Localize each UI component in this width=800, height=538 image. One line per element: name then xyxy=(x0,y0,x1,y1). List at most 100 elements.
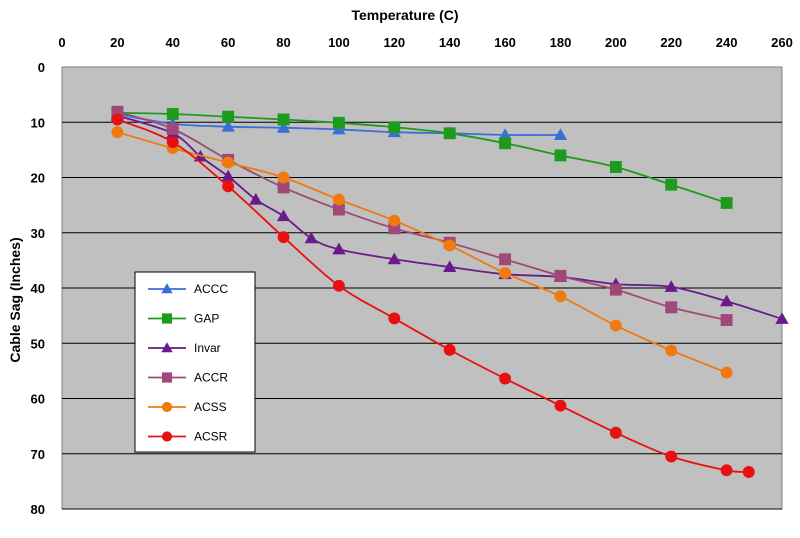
data-point-acsr xyxy=(166,136,179,149)
x-tick-label: 100 xyxy=(328,35,350,50)
data-point-accr xyxy=(609,283,622,296)
y-tick-label: 0 xyxy=(38,60,45,75)
x-tick-label: 0 xyxy=(58,35,65,50)
data-point-acss xyxy=(554,290,567,303)
data-point-acsr xyxy=(665,450,678,463)
x-tick-label: 40 xyxy=(166,35,180,50)
data-point-acss xyxy=(388,214,401,227)
legend-marker-accc xyxy=(161,283,173,294)
y-axis-title: Cable Sag (Inches) xyxy=(7,237,23,362)
data-point-gap xyxy=(443,127,456,140)
data-point-gap xyxy=(332,116,345,129)
data-point-acss xyxy=(222,156,235,169)
x-tick-label: 60 xyxy=(221,35,235,50)
data-point-acsr xyxy=(443,343,456,356)
data-point-acss xyxy=(111,126,124,139)
y-tick-label: 70 xyxy=(31,447,45,462)
data-point-invar xyxy=(276,209,291,222)
x-tick-label: 200 xyxy=(605,35,627,50)
data-point-gap xyxy=(720,196,733,209)
legend-item-accc: ACCC xyxy=(148,282,228,296)
series-group xyxy=(110,105,789,478)
y-tick-label: 20 xyxy=(31,171,45,186)
y-tick-label: 30 xyxy=(31,226,45,241)
data-point-accr xyxy=(388,222,401,235)
x-tick-label: 120 xyxy=(383,35,405,50)
data-point-accr xyxy=(166,122,179,135)
data-point-gap xyxy=(388,121,401,134)
legend-item-acss: ACSS xyxy=(148,400,227,414)
data-point-acsr xyxy=(388,312,401,325)
legend-marker-gap xyxy=(161,313,173,324)
legend-item-acsr: ACSR xyxy=(148,430,228,444)
data-point-acsr xyxy=(742,466,755,478)
data-point-acsr xyxy=(111,113,124,126)
series-gap xyxy=(111,106,733,209)
data-point-invar xyxy=(719,294,734,307)
data-point-acsr xyxy=(720,464,733,477)
x-tick-label: 180 xyxy=(550,35,572,50)
data-point-acss xyxy=(499,267,512,280)
data-point-invar xyxy=(249,192,263,205)
y-axis-ticks: 0 10 20 30 40 50 60 70 80 xyxy=(31,60,45,517)
data-point-acsr xyxy=(554,399,567,412)
data-point-acsr xyxy=(277,231,290,244)
y-tick-label: 50 xyxy=(31,336,45,351)
legend-box xyxy=(134,271,256,453)
data-point-gap xyxy=(665,178,678,191)
x-tick-label: 220 xyxy=(660,35,682,50)
legend-item-gap: GAP xyxy=(148,312,219,326)
x-tick-label: 80 xyxy=(276,35,290,50)
data-point-invar xyxy=(664,280,678,292)
legend-item-invar: Invar xyxy=(148,341,221,355)
y-tick-label: 10 xyxy=(31,115,45,130)
data-point-acss xyxy=(443,239,456,252)
data-point-gap xyxy=(277,113,290,126)
data-point-invar xyxy=(332,242,346,255)
legend-label-accc: ACCC xyxy=(194,282,228,296)
data-point-acss xyxy=(332,193,345,206)
data-point-acsr xyxy=(609,426,622,439)
series-line-invar xyxy=(117,114,783,320)
data-point-invar xyxy=(221,169,235,182)
data-point-accc xyxy=(498,128,512,140)
data-point-gap xyxy=(166,108,179,120)
data-point-accr xyxy=(720,314,733,326)
x-tick-label: 20 xyxy=(110,35,124,50)
data-point-gap xyxy=(554,149,567,162)
data-point-accr xyxy=(277,181,290,194)
y-tick-label: 80 xyxy=(31,502,45,517)
x-tick-label: 260 xyxy=(771,35,793,50)
data-point-accr xyxy=(499,253,512,266)
data-point-accr xyxy=(111,105,124,118)
x-tick-label: 240 xyxy=(716,35,738,50)
x-tick-label: 160 xyxy=(494,35,516,50)
data-point-accr xyxy=(332,203,345,216)
data-point-acsr xyxy=(499,372,512,385)
legend-label-acsr: ACSR xyxy=(194,430,228,444)
legend-label-accr: ACCR xyxy=(194,371,228,385)
x-axis-title: Temperature (C) xyxy=(351,7,458,23)
data-point-accr xyxy=(554,269,567,282)
y-tick-label: 60 xyxy=(31,392,45,407)
data-point-acss xyxy=(665,344,678,357)
data-point-gap xyxy=(222,110,235,123)
data-point-accc xyxy=(276,121,291,133)
data-point-invar xyxy=(387,252,401,265)
legend-label-acss: ACSS xyxy=(194,400,227,414)
data-point-accc xyxy=(553,128,568,140)
legend: ACCC GAP Invar ACCR ACSS ACSR xyxy=(134,271,256,453)
data-point-accr xyxy=(665,301,678,314)
data-point-invar xyxy=(443,260,457,272)
data-point-acsr xyxy=(222,180,235,193)
x-axis-ticks: 0 20 40 60 80 100 120 140 160 180 200 220 240 260 xyxy=(58,35,792,50)
legend-label-invar: Invar xyxy=(194,341,221,355)
x-tick-label: 140 xyxy=(439,35,461,50)
series-acsr xyxy=(111,113,755,478)
data-point-invar xyxy=(304,231,318,244)
data-point-invar xyxy=(775,312,789,324)
data-point-acss xyxy=(277,171,290,184)
series-acss xyxy=(111,126,733,379)
data-point-accc xyxy=(221,120,235,132)
